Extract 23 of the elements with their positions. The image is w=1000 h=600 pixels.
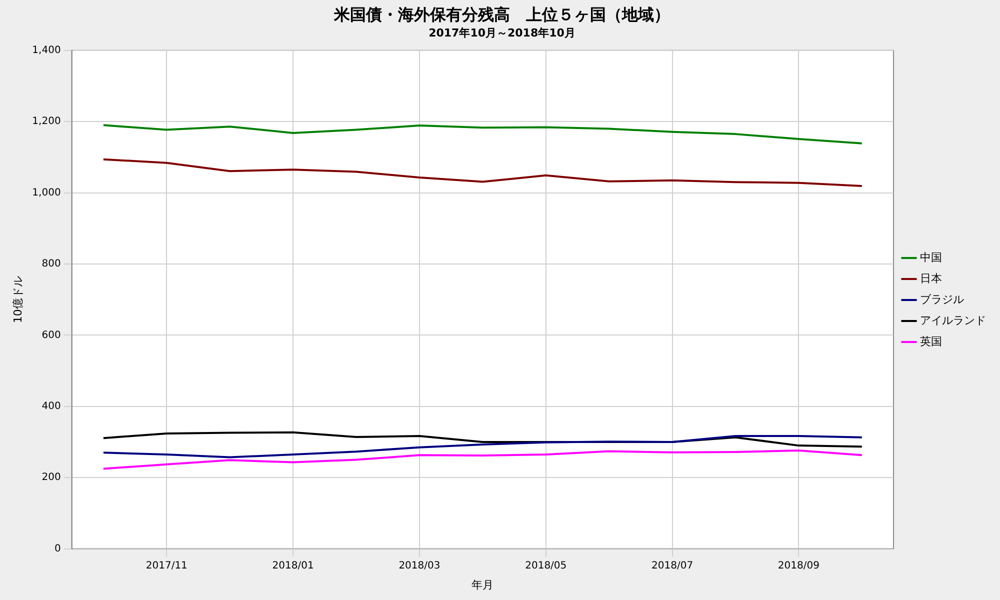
x-tick-label: 2018/01 [272, 560, 314, 572]
legend-label: 英国 [920, 334, 942, 348]
x-tick-label: 2018/07 [652, 560, 694, 572]
y-tick-label: 1,200 [32, 116, 61, 128]
x-tick-label: 2018/03 [398, 560, 440, 572]
y-axis-title: 10億ドル [11, 276, 24, 324]
x-axis-title: 年月 [472, 578, 494, 592]
legend-label: 日本 [920, 272, 942, 285]
x-tick-label: 2018/05 [525, 560, 567, 572]
y-tick-label: 600 [42, 330, 61, 341]
legend-label: 中国 [920, 250, 942, 264]
x-tick-label: 2018/09 [778, 560, 820, 572]
x-tick-label: 2017/11 [146, 560, 188, 572]
chart-subtitle: 2017年10月～2018年10月 [428, 26, 576, 40]
y-tick-label: 0 [54, 543, 61, 554]
y-tick-label: 200 [42, 472, 61, 484]
y-tick-label: 800 [42, 258, 61, 270]
legend-label: ブラジル [920, 292, 964, 306]
y-tick-label: 1,000 [32, 187, 61, 198]
y-tick-label: 1,400 [32, 44, 61, 56]
y-tick-label: 400 [42, 400, 61, 412]
chart-title: 米国債・海外保有分残高 上位５ヶ国（地域） [333, 4, 670, 24]
legend-label: アイルランド [920, 314, 986, 327]
